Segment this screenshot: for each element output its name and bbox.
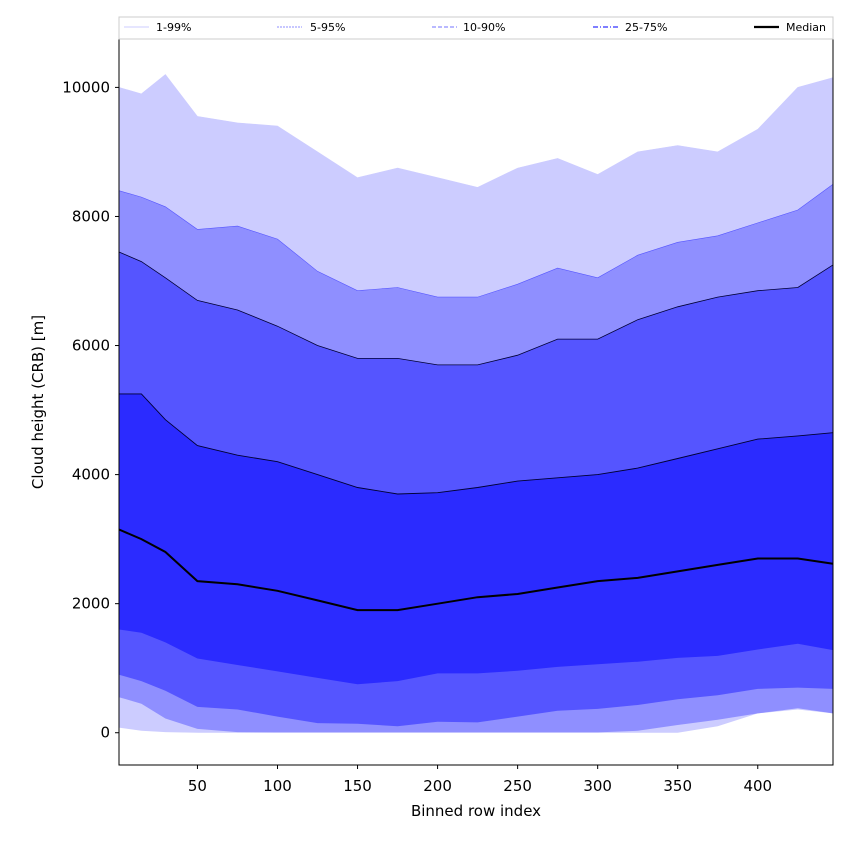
median-series: [118, 528, 834, 612]
y-axis-label: Cloud height (CRB) [m]: [29, 315, 47, 489]
y-tick-label: 10000: [62, 78, 110, 96]
x-tick-label: 300: [583, 777, 612, 795]
x-tick-label: 50: [188, 777, 207, 795]
legend-label-5-95: 5-95%: [310, 21, 345, 34]
y-axis-ticks: 0 2000 4000 6000 8000 10000: [62, 78, 119, 742]
y-tick-label: 2000: [72, 595, 110, 613]
y-tick-label: 0: [100, 724, 110, 742]
percentile-edge-lines: [118, 74, 834, 495]
x-tick-label: 350: [663, 777, 692, 795]
x-tick-label: 200: [423, 777, 452, 795]
x-tick-label: 100: [263, 777, 292, 795]
legend-label-10-90: 10-90%: [463, 21, 505, 34]
x-tick-label: 250: [503, 777, 532, 795]
band-upper-edge-25-75: [119, 393, 834, 495]
band-upper-edge-1-99: [118, 74, 834, 188]
y-tick-label: 8000: [72, 207, 110, 225]
band-upper-edge-10-90: [118, 251, 834, 366]
legend-box: [118, 16, 834, 40]
band-25-75: [119, 393, 833, 685]
percentile-bands: [119, 74, 833, 733]
legend-label-median: Median: [786, 21, 826, 34]
y-tick-label: 4000: [72, 466, 110, 484]
legend-label-25-75: 25-75%: [625, 21, 667, 34]
x-axis-label: Binned row index: [411, 802, 541, 820]
legend: 1-99% 5-95% 10-90% 25-75% Median: [118, 16, 834, 40]
median-line: [118, 528, 834, 612]
band-upper-edge-5-95: [118, 183, 834, 298]
x-tick-label: 400: [743, 777, 772, 795]
legend-label-1-99: 1-99%: [156, 21, 191, 34]
y-tick-label: 6000: [72, 337, 110, 355]
x-axis-ticks: 50 100 150 200 250 300 350 400: [188, 765, 772, 795]
x-tick-label: 150: [343, 777, 372, 795]
